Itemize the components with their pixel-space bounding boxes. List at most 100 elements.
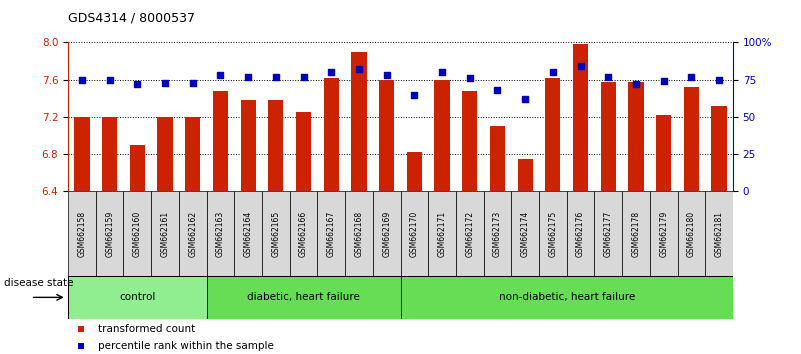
Bar [456,191,484,276]
Text: GSM662171: GSM662171 [437,211,446,257]
Point [75,77,88,82]
Bar [705,191,733,276]
Bar [68,191,96,276]
Point [491,87,504,93]
Text: GSM662173: GSM662173 [493,211,502,257]
Bar [96,191,123,276]
Bar [262,191,290,276]
Point [352,67,365,72]
Bar [290,191,317,276]
Point [602,74,614,80]
Point [159,80,171,85]
Bar [296,112,311,191]
Point [685,74,698,80]
Text: GSM662169: GSM662169 [382,211,391,257]
Bar [594,191,622,276]
Text: GSM662166: GSM662166 [299,211,308,257]
Bar [622,191,650,276]
Text: GSM662179: GSM662179 [659,211,668,257]
Point [214,72,227,78]
Bar [545,78,561,191]
Point [242,74,255,80]
Bar [352,52,367,191]
Text: control: control [119,292,155,302]
Text: GSM662177: GSM662177 [604,211,613,257]
Text: GSM662163: GSM662163 [216,211,225,257]
Bar [434,80,449,191]
Bar [601,81,616,191]
Bar [130,145,145,191]
Bar [207,191,235,276]
Bar [268,100,284,191]
Point [408,92,421,97]
Text: GSM662174: GSM662174 [521,211,529,257]
Bar [158,117,173,191]
Bar [462,91,477,191]
Bar [628,81,643,191]
Bar [678,191,705,276]
Bar [400,276,733,319]
Bar [511,191,539,276]
Point [103,77,116,82]
Bar [185,117,200,191]
Bar [317,191,345,276]
Bar [484,191,511,276]
Point [436,69,449,75]
Text: disease state: disease state [4,278,74,288]
Text: percentile rank within the sample: percentile rank within the sample [98,341,274,351]
Text: GSM662172: GSM662172 [465,211,474,257]
Text: GSM662159: GSM662159 [105,211,114,257]
Text: GSM662170: GSM662170 [410,211,419,257]
Bar [379,80,394,191]
Bar [179,191,207,276]
Bar [123,191,151,276]
Text: GSM662165: GSM662165 [272,211,280,257]
Text: transformed count: transformed count [98,324,195,334]
Text: GSM662167: GSM662167 [327,211,336,257]
Bar [684,87,699,191]
Bar [429,191,456,276]
Bar [372,191,400,276]
Text: GSM662161: GSM662161 [160,211,170,257]
Bar [240,100,256,191]
Bar [539,191,567,276]
Point [574,63,587,69]
Bar [656,115,671,191]
Bar [207,276,400,319]
Text: GSM662176: GSM662176 [576,211,585,257]
Text: GDS4314 / 8000537: GDS4314 / 8000537 [68,12,195,25]
Bar [650,191,678,276]
Text: GSM662162: GSM662162 [188,211,197,257]
Bar [324,78,339,191]
Point [713,77,726,82]
Bar [573,44,588,191]
Point [187,80,199,85]
Text: non-diabetic, heart failure: non-diabetic, heart failure [498,292,635,302]
Text: GSM662178: GSM662178 [631,211,641,257]
Bar [235,191,262,276]
Bar [711,105,727,191]
Bar [400,191,429,276]
Text: GSM662175: GSM662175 [549,211,557,257]
Text: GSM662160: GSM662160 [133,211,142,257]
Bar [74,117,90,191]
Bar [68,276,207,319]
Text: GSM662164: GSM662164 [244,211,252,257]
Text: diabetic, heart failure: diabetic, heart failure [247,292,360,302]
Point [519,96,532,102]
Point [325,69,338,75]
Point [463,75,476,81]
Text: GSM662180: GSM662180 [687,211,696,257]
Point [269,74,282,80]
Bar [213,91,228,191]
Point [630,81,642,87]
Point [297,74,310,80]
Text: GSM662181: GSM662181 [714,211,723,257]
Bar [151,191,179,276]
Point [546,69,559,75]
Point [131,81,143,87]
Bar [407,152,422,191]
Bar [102,117,117,191]
Point [380,72,393,78]
Point [658,78,670,84]
